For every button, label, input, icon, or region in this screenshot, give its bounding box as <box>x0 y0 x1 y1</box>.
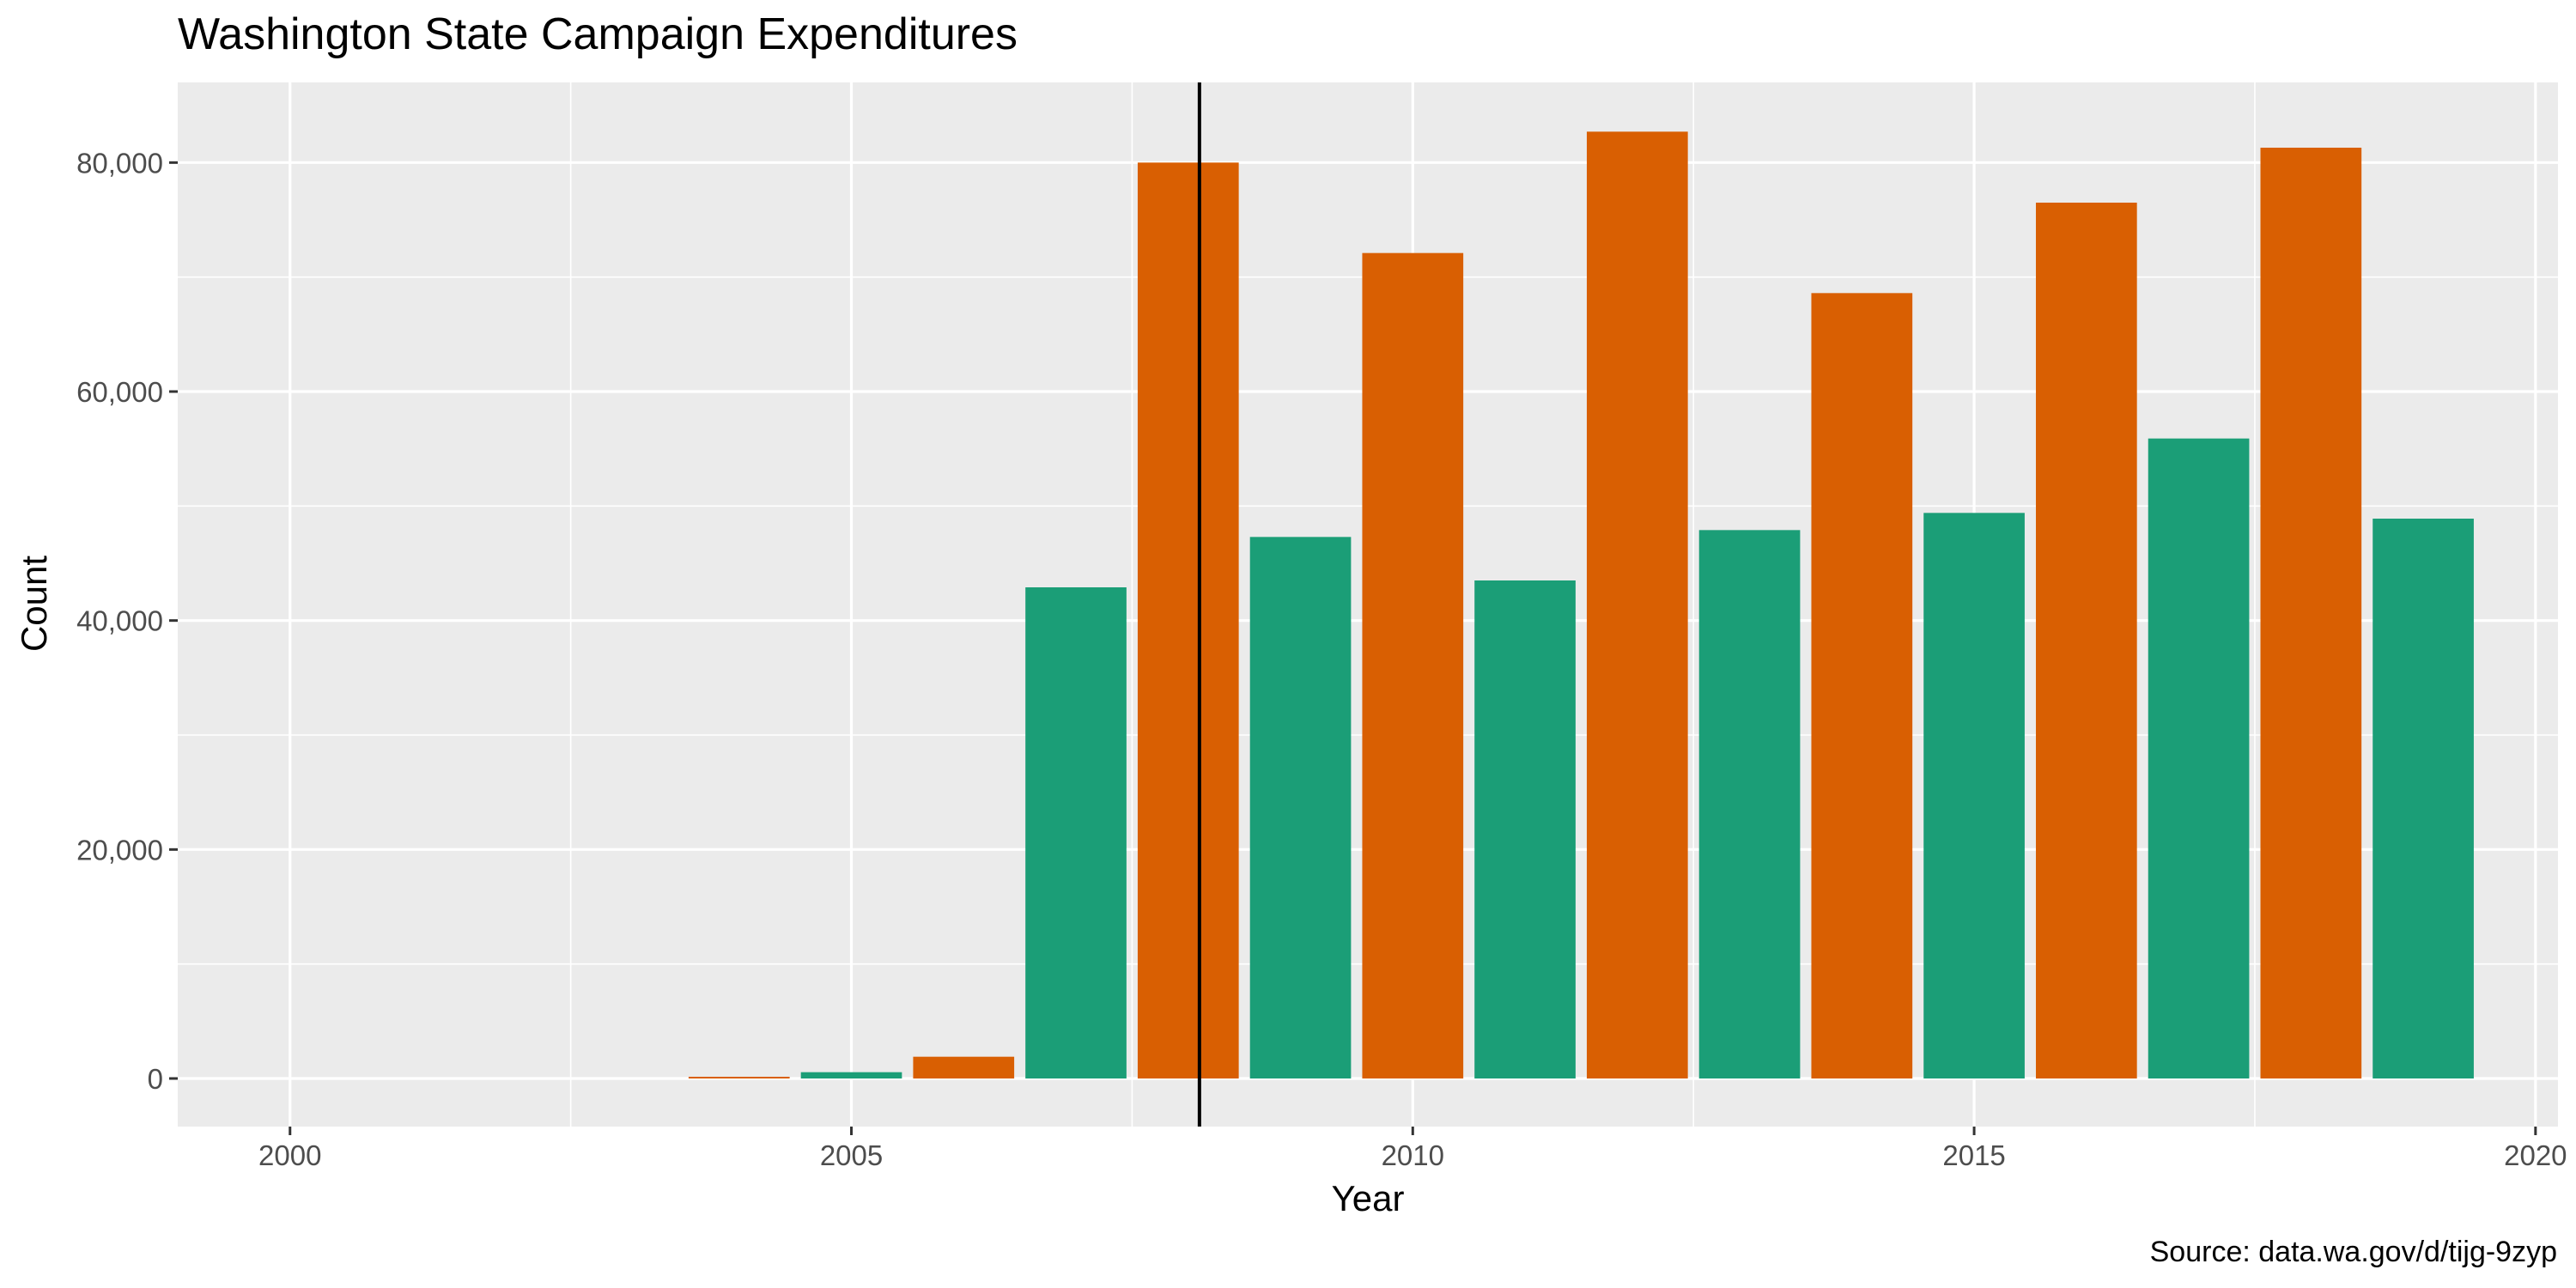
bar-2013 <box>1698 530 1801 1078</box>
bar-2018 <box>2260 148 2362 1078</box>
bar-2007 <box>1025 587 1127 1078</box>
bar-2008 <box>1137 162 1239 1078</box>
axes: 0 20,000 40,000 60,000 80,000 2000 2005 2010 201… <box>76 147 2567 1171</box>
y-tick-label: 60,000 <box>76 376 163 408</box>
x-axis-title: Year <box>1332 1178 1405 1218</box>
y-tick-label: 20,000 <box>76 834 163 866</box>
y-axis-title: Count <box>14 556 54 652</box>
x-tick-label: 2000 <box>258 1139 321 1171</box>
bars <box>688 131 2474 1079</box>
bar-2011 <box>1474 580 1576 1078</box>
bar-2019 <box>2372 519 2474 1078</box>
chart-caption: Source: data.wa.gov/d/tijg-9zyp <box>2150 1236 2557 1268</box>
y-tick-label: 40,000 <box>76 605 163 637</box>
x-tick-label: 2020 <box>2504 1139 2567 1171</box>
chart-title: Washington State Campaign Expenditures <box>178 9 1018 59</box>
x-tick-label: 2005 <box>820 1139 883 1171</box>
bar-2016 <box>2035 203 2137 1078</box>
bar-2009 <box>1249 537 1352 1078</box>
y-tick-label: 0 <box>148 1063 163 1095</box>
bar-2004 <box>688 1077 790 1078</box>
x-tick-label: 2010 <box>1382 1139 1444 1171</box>
bar-2017 <box>2148 438 2250 1079</box>
bar-2010 <box>1362 252 1464 1079</box>
y-tick-label: 80,000 <box>76 147 163 179</box>
x-tick-label: 2015 <box>1942 1139 2005 1171</box>
bar-2012 <box>1586 131 1688 1078</box>
bar-2005 <box>800 1072 902 1078</box>
bar-2006 <box>913 1056 1015 1078</box>
bar-2014 <box>1811 293 1913 1078</box>
bar-2015 <box>1923 513 2025 1078</box>
